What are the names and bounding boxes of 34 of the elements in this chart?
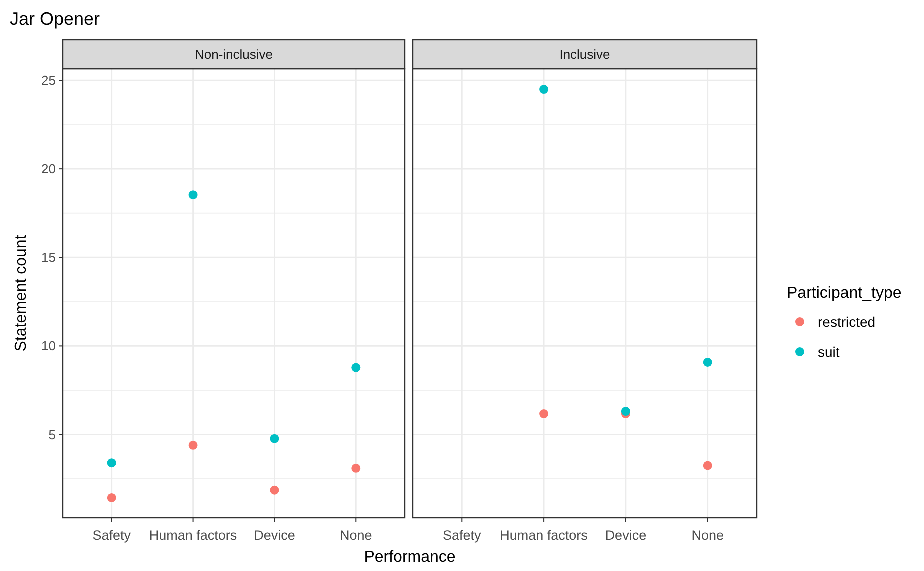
point xyxy=(621,407,630,416)
x-tick-label: Safety xyxy=(443,528,482,543)
point xyxy=(540,410,549,419)
y-tick-label: 25 xyxy=(42,73,56,88)
chart-title: Jar Opener xyxy=(10,9,100,29)
point xyxy=(107,458,116,468)
legend-label: restricted xyxy=(818,314,876,330)
chart-subtitle: Inclusive xyxy=(560,47,610,62)
legend-title: Participant_type xyxy=(787,285,902,302)
y-axis-title: Statement count xyxy=(13,234,30,352)
point xyxy=(703,461,712,470)
y-tick-label: 15 xyxy=(42,250,56,266)
x-tick-label: None xyxy=(692,528,724,543)
y-tick-label: 5 xyxy=(48,427,56,442)
x-tick-label: Device xyxy=(605,528,647,543)
point xyxy=(352,363,361,372)
point xyxy=(270,434,280,444)
point xyxy=(188,440,198,450)
point xyxy=(107,493,116,502)
x-tick-label: Human factors xyxy=(500,528,588,543)
x-tick-label: None xyxy=(340,528,372,543)
point xyxy=(703,358,712,367)
x-tick-label: Device xyxy=(254,528,296,543)
point xyxy=(188,190,198,200)
x-tick-label: Safety xyxy=(92,528,132,543)
point xyxy=(352,464,361,473)
y-tick-label: 10 xyxy=(42,338,56,354)
y-tick-label: 20 xyxy=(42,162,56,177)
x-axis-title: Performance xyxy=(364,549,456,566)
point xyxy=(270,486,280,495)
chart-subtitle: Non-inclusive xyxy=(194,47,274,62)
x-tick-label: Human factors xyxy=(149,528,238,543)
point xyxy=(540,85,549,94)
legend-label: suit xyxy=(818,344,840,360)
